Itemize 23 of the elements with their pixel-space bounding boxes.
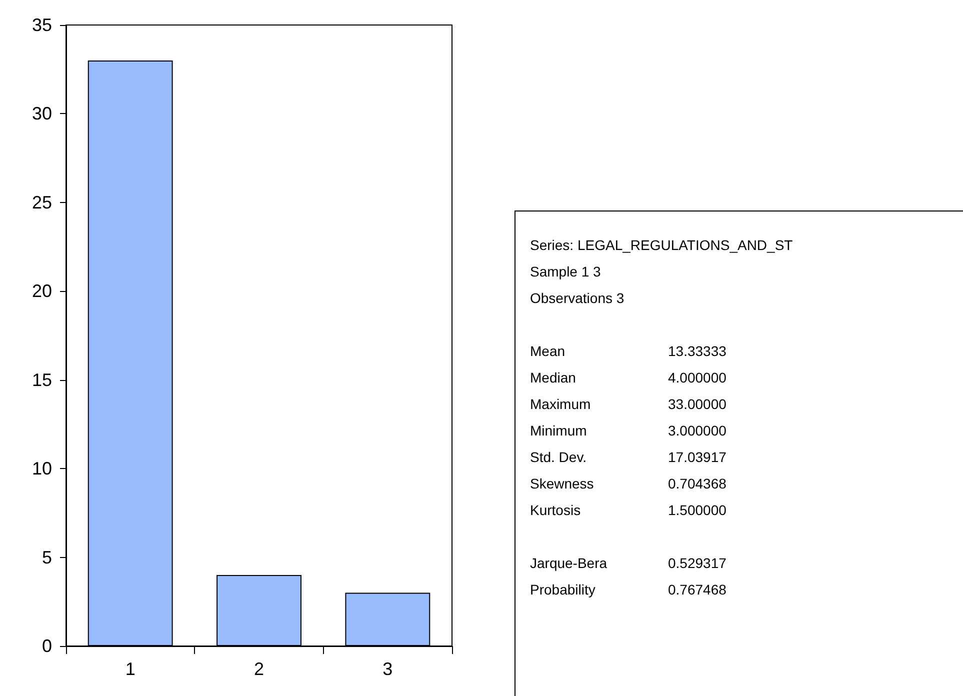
text: Median 4.000000 — [530, 370, 726, 386]
text: Skewness 0.704368 — [530, 476, 726, 492]
y-tick-label: 10 — [32, 458, 52, 479]
y-tick-label: 5 — [42, 547, 52, 568]
y-tick-label: 35 — [32, 15, 52, 35]
y-tick-label: 25 — [32, 192, 52, 212]
y-tick-label: 15 — [32, 370, 52, 390]
x-tick-label: 2 — [254, 659, 264, 679]
text: Maximum 33.00000 — [530, 396, 726, 412]
y-tick-label: 0 — [42, 636, 52, 656]
text: Probability 0.767468 — [530, 582, 726, 598]
x-tick-label: 3 — [382, 659, 393, 679]
text: Minimum 3.000000 — [530, 422, 726, 438]
y-tick-label: 30 — [32, 104, 52, 124]
text: Jarque-Bera 0.529317 — [530, 555, 726, 571]
text: Std. Dev. 17.03917 — [530, 449, 726, 465]
y-tick-label: 20 — [32, 281, 52, 302]
text: Observations 3 — [530, 290, 624, 306]
x-tick-label: 1 — [125, 659, 136, 679]
text: Series: LEGAL_REGULATIONS_AND_ST — [530, 237, 794, 253]
text: Sample 1 3 — [530, 264, 602, 280]
text: Kurtosis 1.500000 — [530, 502, 726, 518]
text: Mean 13.33333 — [530, 343, 726, 359]
